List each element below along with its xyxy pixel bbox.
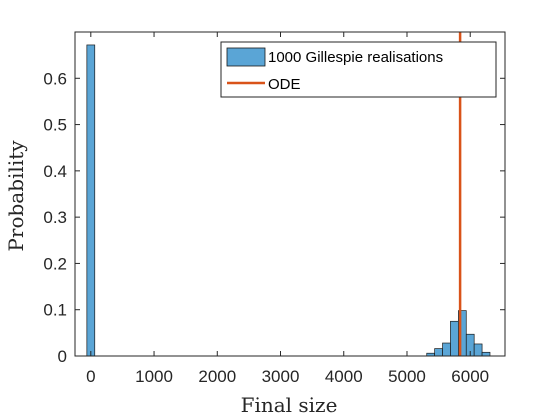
legend-swatch-histogram [226,47,266,67]
legend-label-histogram: 1000 Gillespie realisations [268,49,443,66]
y-tick-label-5: 0.5 [43,116,67,135]
axes [74,31,506,357]
ticks: 0 1000 2000 3000 4000 5000 6000 0 0.1 0.2 0.3 0.4 0.… [43,32,505,386]
x-tick-label-0: 0 [86,367,95,386]
y-tick-label-6: 0.6 [43,69,67,88]
histogram-bar-7 [473,343,483,357]
histogram-bar-3 [442,342,451,357]
histogram-bar-4 [450,320,459,357]
y-tick-label-2: 0.2 [43,254,67,273]
y-tick-label-4: 0.4 [43,162,67,181]
histogram-bar-8 [481,351,491,357]
histogram-bar-2 [434,348,443,357]
x-axis-label: Final size [241,393,338,417]
plot-frame [74,31,506,357]
x-tick-label-2: 2000 [198,367,236,386]
y-axis-label: Probability [4,140,28,252]
x-tick-label-5: 5000 [388,367,426,386]
x-tick-label-1: 1000 [135,367,173,386]
x-tick-label-6: 6000 [451,367,489,386]
y-tick-label-0: 0 [58,347,67,366]
x-tick-label-3: 3000 [262,367,300,386]
histogram-bar-0 [86,44,96,357]
legend-label-ode: ODE [268,76,301,93]
histogram-bars [86,44,491,357]
x-tick-label-4: 4000 [325,367,363,386]
y-tick-label-1: 0.1 [43,301,67,320]
legend: 1000 Gillespie realisations ODE [220,41,497,98]
legend-box [220,41,497,98]
y-tick-label-3: 0.3 [43,208,67,227]
